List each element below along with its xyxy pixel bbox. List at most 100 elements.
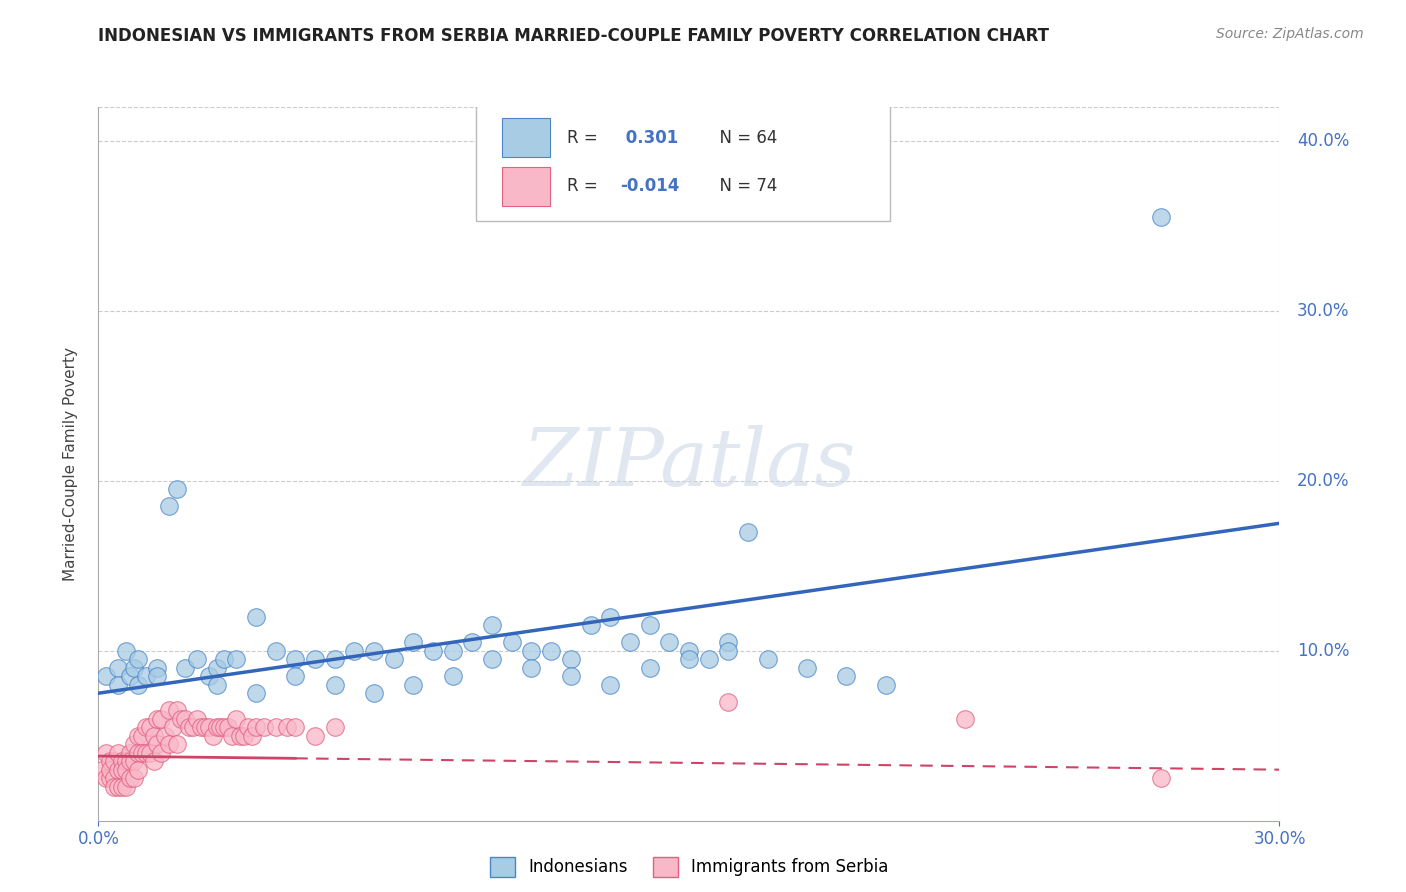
Text: 10.0%: 10.0% [1298,641,1350,660]
Point [98,754,121,768]
Point [96,746,118,760]
Point [166,483,188,497]
Point [1150,771,1173,785]
Point [115,754,138,768]
Point [323,652,346,666]
Point [245,609,267,624]
Point [953,712,976,726]
Point [229,729,252,743]
Point [481,652,503,666]
Point [127,652,149,666]
Point [201,729,224,743]
Point [638,661,661,675]
Point [560,669,582,683]
Point [875,678,897,692]
Text: 20.0%: 20.0% [1298,472,1350,490]
Point [501,635,523,649]
Point [756,652,779,666]
Point [717,635,740,649]
Point [236,720,259,734]
Point [107,780,129,794]
Point [122,737,145,751]
Text: R =: R = [567,128,603,146]
Point [166,703,188,717]
Point [233,729,256,743]
Point [402,678,425,692]
Point [157,737,180,751]
Point [194,720,217,734]
Point [186,652,208,666]
Point [225,712,247,726]
Point [122,754,145,768]
Point [225,652,247,666]
Point [146,737,169,751]
Point [697,652,720,666]
Point [1150,211,1173,225]
Point [122,661,145,675]
Point [107,661,129,675]
Point [253,720,276,734]
Point [98,771,121,785]
Text: N = 74: N = 74 [709,178,778,195]
Point [284,669,307,683]
Point [118,754,141,768]
Point [264,720,287,734]
Point [717,695,740,709]
Point [146,661,169,675]
Point [190,720,212,734]
Point [214,652,236,666]
Point [284,720,307,734]
Point [197,720,219,734]
FancyBboxPatch shape [502,118,550,157]
Text: Source: ZipAtlas.com: Source: ZipAtlas.com [1216,27,1364,41]
Point [402,635,425,649]
Point [111,754,134,768]
Point [157,500,180,514]
Point [304,729,326,743]
Point [131,729,153,743]
Point [142,754,165,768]
Point [205,678,228,692]
Text: 0.301: 0.301 [620,128,679,146]
Text: 40.0%: 40.0% [1298,132,1350,150]
Point [441,669,464,683]
Point [138,720,160,734]
Point [422,644,444,658]
Point [127,678,149,692]
Point [835,669,858,683]
Point [122,771,145,785]
Point [217,720,239,734]
Point [481,618,503,632]
Point [150,712,173,726]
Point [560,652,582,666]
Point [135,669,157,683]
Text: -0.014: -0.014 [620,178,681,195]
Point [170,712,193,726]
Point [107,746,129,760]
Text: ZIPatlas: ZIPatlas [522,425,856,502]
Point [111,780,134,794]
Point [118,746,141,760]
Point [155,729,177,743]
Point [441,644,464,658]
Point [461,635,484,649]
Point [737,524,759,539]
Point [343,644,366,658]
Point [540,644,562,658]
Point [146,712,169,726]
Point [174,661,197,675]
Point [205,661,228,675]
Point [363,644,385,658]
FancyBboxPatch shape [502,167,550,206]
Text: 30.0%: 30.0% [1298,301,1350,320]
Point [382,652,405,666]
Point [205,720,228,734]
Point [131,746,153,760]
Point [127,763,149,777]
Point [678,652,700,666]
Point [599,678,621,692]
Point [678,644,700,658]
Point [520,661,543,675]
Point [91,763,114,777]
Text: INDONESIAN VS IMMIGRANTS FROM SERBIA MARRIED-COUPLE FAMILY POVERTY CORRELATION C: INDONESIAN VS IMMIGRANTS FROM SERBIA MAR… [98,27,1049,45]
